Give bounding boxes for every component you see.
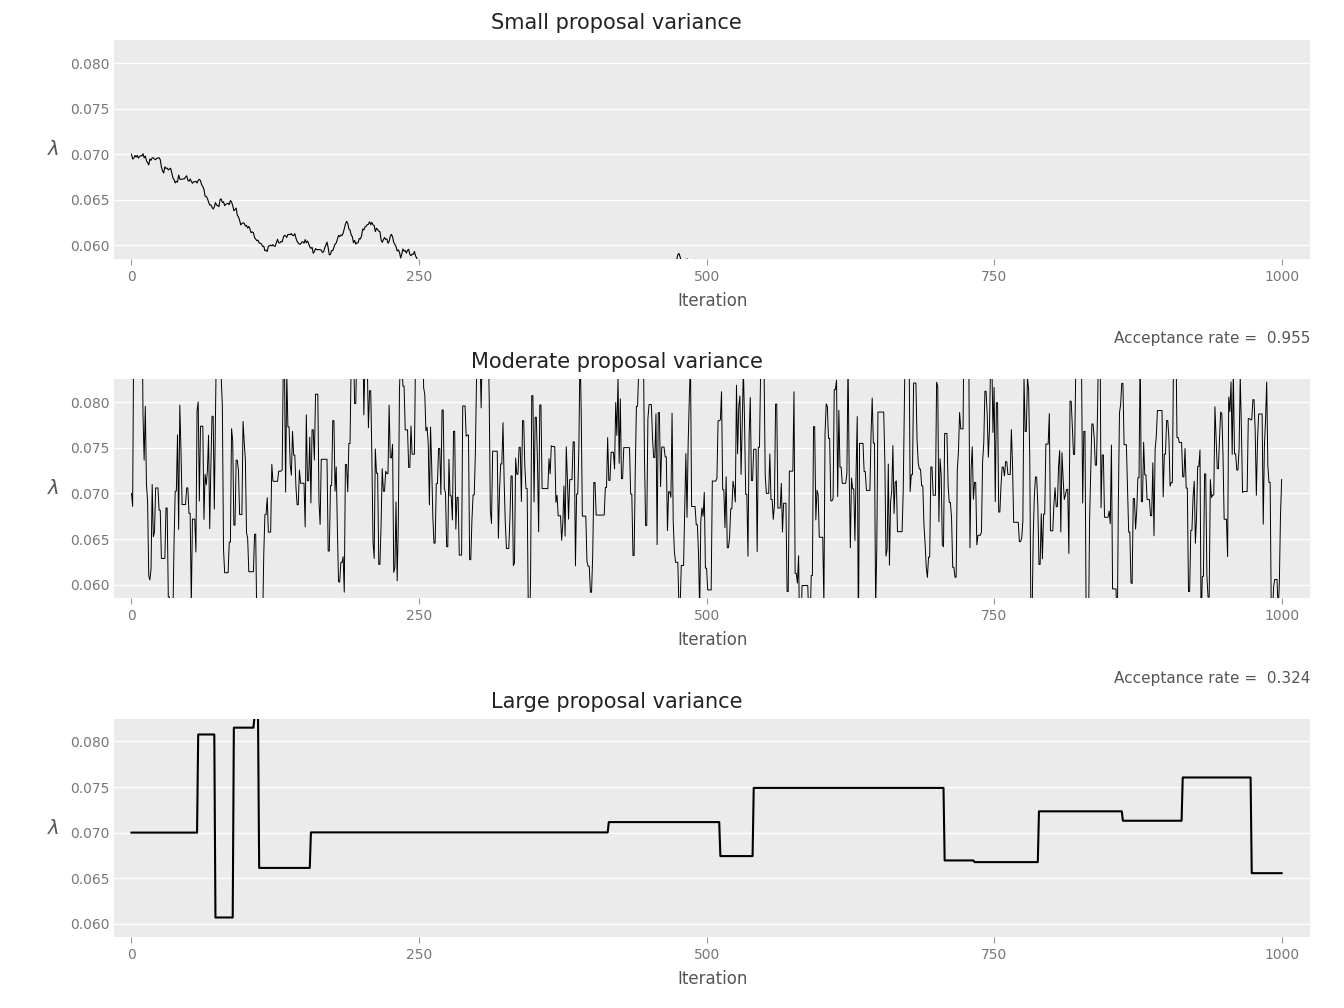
Title: Small proposal variance: Small proposal variance — [492, 13, 742, 33]
Text: Acceptance rate =  0.955: Acceptance rate = 0.955 — [1114, 332, 1310, 347]
X-axis label: Iteration: Iteration — [677, 631, 747, 649]
Title: Large proposal variance: Large proposal variance — [491, 691, 742, 712]
Text: Acceptance rate =  0.324: Acceptance rate = 0.324 — [1114, 670, 1310, 685]
X-axis label: Iteration: Iteration — [677, 970, 747, 988]
Y-axis label: λ: λ — [47, 818, 59, 838]
Title: Moderate proposal variance: Moderate proposal variance — [470, 353, 762, 372]
Y-axis label: λ: λ — [47, 480, 59, 498]
X-axis label: Iteration: Iteration — [677, 292, 747, 309]
Y-axis label: λ: λ — [47, 140, 59, 159]
